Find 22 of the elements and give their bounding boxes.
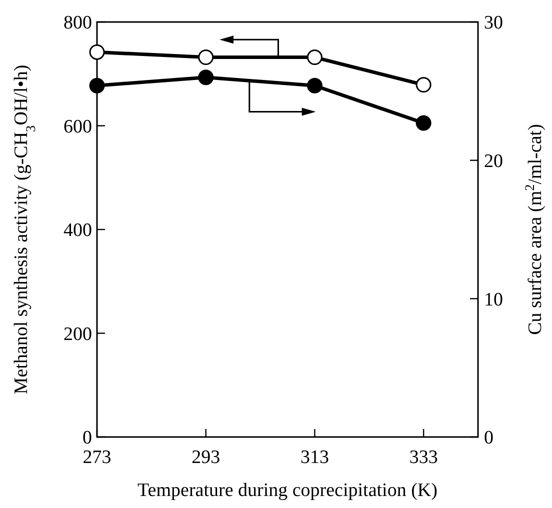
point	[198, 70, 214, 86]
point	[306, 50, 322, 66]
point	[89, 78, 105, 94]
y2-tick-label: 20	[484, 150, 503, 172]
x-tick-label: 333	[409, 447, 438, 468]
x-tick-label: 293	[192, 447, 220, 468]
point	[198, 50, 214, 66]
x-axis-title: Temperature during coprecipitation (K)	[138, 480, 438, 501]
point	[416, 77, 432, 93]
y2-tick-label: 0	[484, 428, 494, 449]
point	[306, 78, 322, 94]
y2-tick-label: 10	[484, 289, 503, 310]
x-tick-label: 313	[300, 447, 329, 468]
x-tick-label: 273	[82, 447, 112, 468]
y-tick-label: 800	[64, 12, 92, 34]
y-tick-label: 600	[64, 116, 92, 138]
y2-tick-label: 30	[484, 12, 503, 34]
point	[416, 115, 432, 131]
y-tick-label: 400	[64, 220, 92, 242]
y-tick-label: 200	[64, 324, 92, 345]
y-tick-label: 0	[82, 428, 92, 449]
point	[89, 44, 105, 60]
